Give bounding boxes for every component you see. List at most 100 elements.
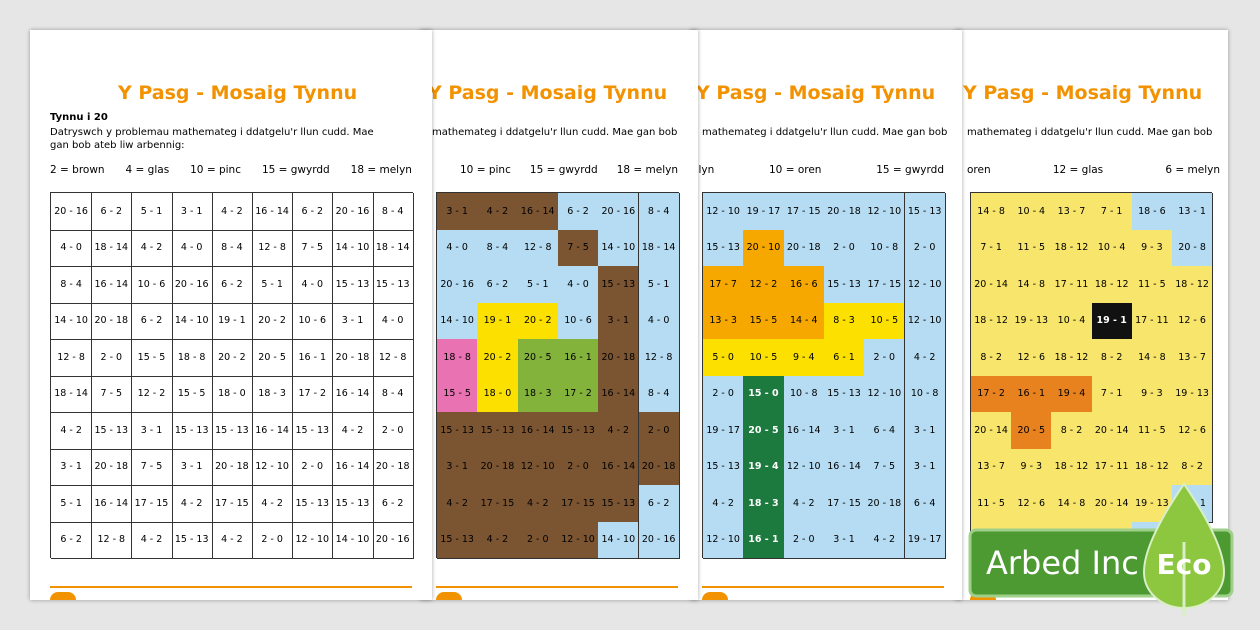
footer-logo: [436, 592, 462, 600]
footer-logo: [50, 592, 76, 600]
grid-cell: 12 - 10: [864, 193, 906, 231]
grid-cell: 4 - 2: [783, 485, 825, 523]
grid-cell: 15 - 5: [171, 375, 213, 413]
grid-cell: 13 - 7: [1172, 339, 1214, 377]
key-item: 15 = gwyrdd: [261, 164, 330, 176]
key-item: 12 = glas: [1052, 164, 1104, 176]
grid-cell: 6 - 2: [91, 193, 133, 231]
grid-cell: 20 - 2: [211, 339, 253, 377]
grid-cell: 2 - 0: [864, 339, 906, 377]
grid-cell: 2 - 0: [823, 229, 866, 267]
grid-cell: 15 - 13: [557, 412, 600, 450]
grid-cell: 15 - 13: [292, 485, 334, 523]
grid-cell: 7 - 1: [971, 229, 1013, 267]
grid-cell: 3 - 1: [904, 412, 946, 450]
grid-cell: 16 - 1: [557, 339, 600, 377]
grid-cell: 12 - 10: [703, 521, 745, 559]
grid-cell: 7 - 5: [557, 229, 600, 267]
grid-cell: 15 - 13: [904, 193, 946, 231]
grid-cell: 4 - 2: [51, 412, 93, 450]
grid-cell: 10 - 5: [743, 339, 785, 377]
grid-cell: 12 - 2: [743, 266, 785, 304]
grid-cell: 6 - 1: [823, 339, 866, 377]
grid-cell: 20 - 14: [971, 266, 1013, 304]
grid-cell: 14 - 10: [332, 229, 374, 267]
grid-cell: 8 - 4: [211, 229, 253, 267]
grid-cell: 8 - 2: [971, 339, 1013, 377]
grid-cell: 17 - 2: [292, 375, 334, 413]
grid-cell: 16 - 14: [91, 485, 133, 523]
grid-cell: 4 - 0: [557, 266, 600, 304]
grid-cell: 19 - 13: [1011, 302, 1053, 340]
grid-cell: 11 - 5: [1131, 412, 1173, 450]
grid-cell: 12 - 6: [1011, 339, 1053, 377]
grid-cell: 14 - 10: [51, 302, 93, 340]
footer-line: [50, 586, 412, 588]
grid-cell: 15 - 5: [131, 339, 173, 377]
grid-cell: 16 - 1: [292, 339, 334, 377]
grid-cell: 16 - 6: [783, 266, 825, 304]
grid-cell: 12 - 10: [703, 193, 745, 231]
grid-cell: 4 - 0: [638, 302, 680, 340]
grid-cell: 16 - 14: [517, 193, 559, 231]
grid-cell: 18 - 3: [517, 375, 559, 413]
grid-cell: 19 - 4: [1051, 375, 1093, 413]
key-item: 4 = glas: [125, 164, 170, 176]
grid-cell: 2 - 0: [252, 521, 294, 559]
grid-cell: 20 - 5: [1011, 412, 1053, 450]
grid-cell: 20 - 16: [332, 193, 374, 231]
grid-cell: 11 - 5: [1011, 229, 1053, 267]
grid-cell: 2 - 0: [783, 521, 825, 559]
grid-cell: 7 - 5: [864, 448, 906, 486]
grid-cell: 2 - 0: [904, 229, 946, 267]
grid-cell: 18 - 3: [252, 375, 294, 413]
grid-cell: 12 - 2: [131, 375, 173, 413]
sheet-title: Y Pasg - Mosaig Tynnu: [963, 82, 1203, 104]
grid-cell: 15 - 13: [703, 229, 745, 267]
grid-cell: 20 - 14: [971, 412, 1013, 450]
color-key: oren 12 = glas 6 = melyn: [967, 164, 1220, 176]
grid-cell: 4 - 2: [131, 229, 173, 267]
grid-cell: 4 - 2: [517, 485, 559, 523]
key-item: 2 = brown: [50, 164, 105, 176]
grid-cell: 3 - 1: [823, 521, 866, 559]
grid-cell: 20 - 16: [598, 193, 640, 231]
grid-cell: 20 - 18: [638, 448, 680, 486]
grid-cell: 17 - 15: [783, 193, 825, 231]
grid-cell: 15 - 13: [171, 412, 213, 450]
sheet-intro: mathemateg i ddatgelu'r llun cudd. Mae g…: [432, 127, 678, 138]
sheet-intro: mathemateg i ddatgelu'r llun cudd. Mae g…: [967, 127, 1213, 138]
grid-cell: 18 - 12: [1131, 448, 1173, 486]
grid-cell: 2 - 0: [557, 448, 600, 486]
key-item: 10 = oren: [769, 164, 822, 176]
grid-cell: 12 - 10: [904, 302, 946, 340]
grid-cell: 3 - 1: [171, 193, 213, 231]
grid-cell: 16 - 14: [598, 375, 640, 413]
grid-cell: 17 - 15: [864, 266, 906, 304]
grid-cell: 4 - 2: [131, 521, 173, 559]
grid-cell: 18 - 14: [638, 229, 680, 267]
grid-cell: 20 - 2: [477, 339, 519, 377]
sheet-title: Y Pasg - Mosaig Tynnu: [118, 82, 358, 104]
color-key: elyn 10 = oren 15 = gwyrdd: [692, 164, 944, 176]
grid-cell: 20 - 18: [823, 193, 866, 231]
key-item: 10 = pinc: [190, 164, 241, 176]
grid-cell: 14 - 10: [598, 521, 640, 559]
key-item: 15 = gwyrdd: [529, 164, 598, 176]
grid-cell: 3 - 1: [904, 448, 946, 486]
grid-cell: 12 - 8: [638, 339, 680, 377]
logo: Arbed Inc Eco: [968, 482, 1234, 616]
grid-cell: 11 - 5: [1131, 266, 1173, 304]
grid-cell: 20 - 18: [864, 485, 906, 523]
grid-cell: 15 - 13: [332, 485, 374, 523]
key-item: oren: [967, 164, 991, 176]
grid-cell: 14 - 8: [1011, 266, 1053, 304]
sheet: Y Pasg - Mosaig Tynnu mathemateg i ddatge…: [420, 30, 698, 600]
grid-cell: 4 - 2: [598, 412, 640, 450]
grid-cell: 2 - 0: [372, 412, 414, 450]
grid-cell: 14 - 8: [971, 193, 1013, 231]
grid-cell: 18 - 14: [372, 229, 414, 267]
grid-cell: 10 - 5: [864, 302, 906, 340]
